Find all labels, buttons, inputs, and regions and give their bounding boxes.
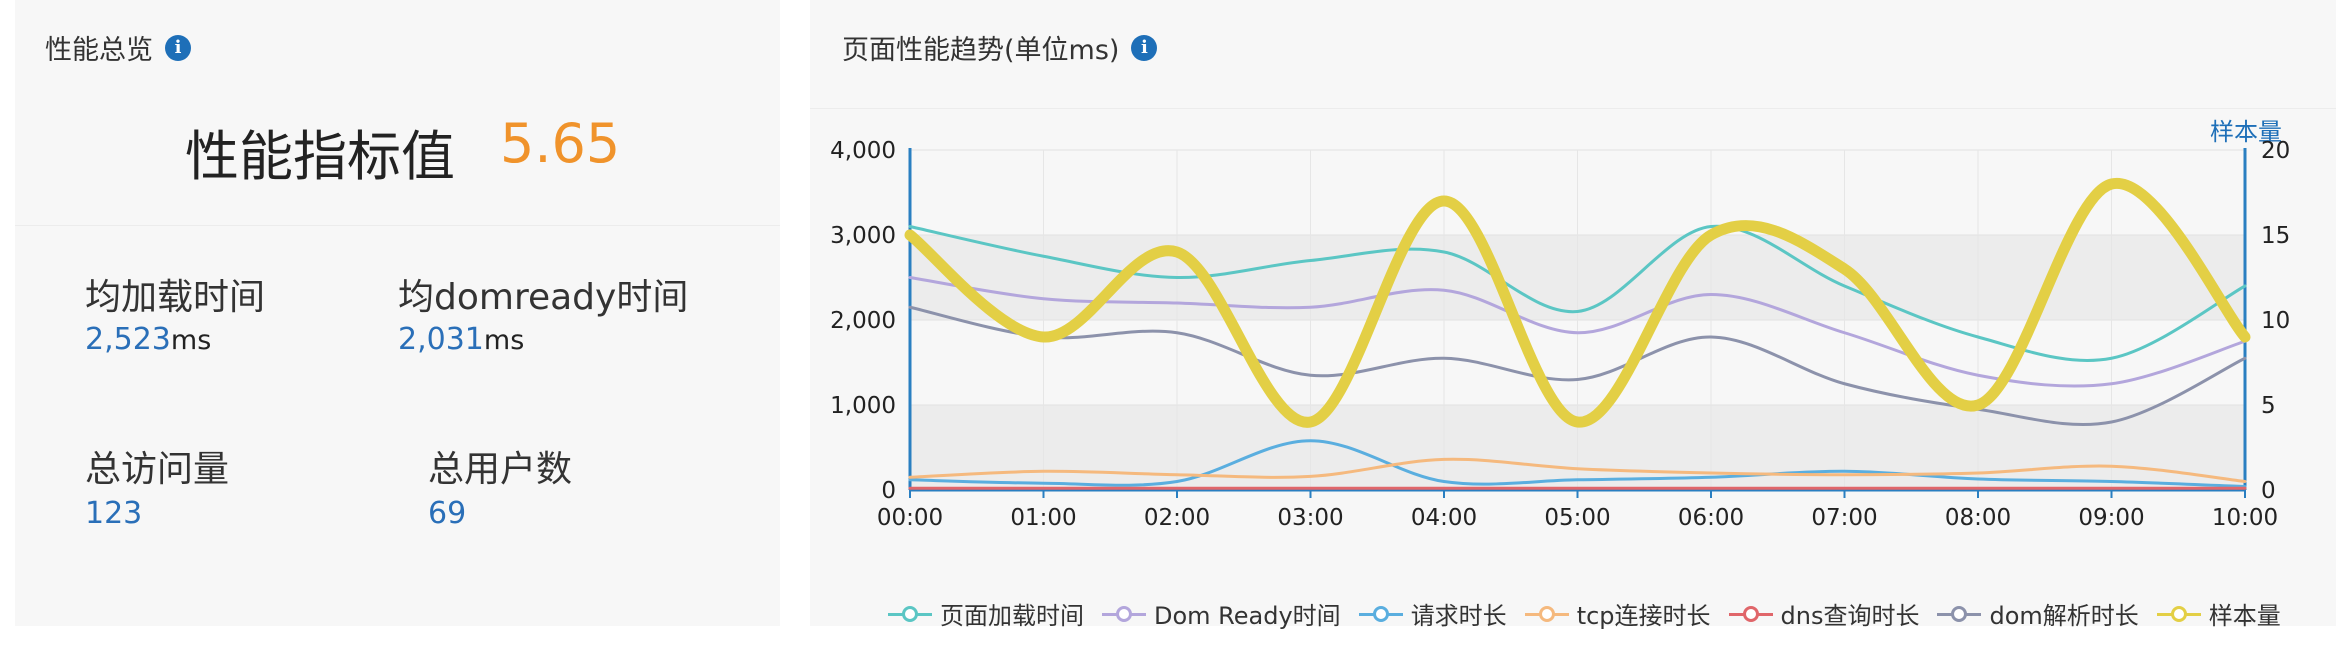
y-right-tick-label: 5: [2261, 393, 2276, 419]
trend-chart: 0 1,000 2,000 3,000 4,000 0 5 10 15 20 00:00 01:00 0…: [830, 138, 2290, 531]
y-left-tick-label: 3,000: [830, 223, 896, 249]
legend-marker-icon: [1728, 605, 1773, 622]
stat-unit: ms: [483, 325, 525, 356]
x-tick-label: 00:00: [877, 505, 943, 531]
series-line: [908, 276, 2247, 388]
metric-title: 性能指标值: [185, 125, 455, 188]
info-icon[interactable]: i: [1131, 34, 1158, 61]
divider: [810, 108, 2336, 109]
stat-unit: ms: [170, 325, 212, 356]
stat-number: 2,031: [398, 322, 484, 357]
divider: [15, 225, 780, 226]
legend-marker-icon: [1358, 605, 1403, 622]
series-line: [908, 439, 2247, 489]
series-line: [908, 305, 2247, 426]
x-tick-label: 08:00: [1945, 505, 2011, 531]
y-left-tick-label: 0: [881, 478, 896, 504]
trend-title: 页面性能趋势(单位ms): [842, 35, 1120, 66]
stat-value-avg-domready: 2,031ms: [398, 322, 524, 357]
legend-label: dom解析时长: [1989, 602, 2139, 630]
legend-item[interactable]: dns查询时长: [1728, 596, 1920, 631]
stat-value-total-users: 69: [428, 496, 467, 531]
overview-header: 性能总览 i: [45, 28, 191, 67]
legend-label: 页面加载时间: [940, 602, 1084, 630]
chart-legend: 页面加载时间 Dom Ready时间 请求时长 tcp连接时长 dns查询时长 dom解析…: [888, 596, 2281, 631]
legend-item[interactable]: Dom Ready时间: [1102, 596, 1341, 631]
legend-marker-icon: [1524, 605, 1569, 622]
trend-header: 页面性能趋势(单位ms) i: [842, 28, 1158, 67]
stat-label-avg-load: 均加载时间: [85, 277, 266, 318]
x-tick-label: 06:00: [1678, 505, 1744, 531]
x-tick-label: 07:00: [1811, 505, 1877, 531]
legend-label: Dom Ready时间: [1154, 602, 1341, 630]
info-icon[interactable]: i: [165, 34, 191, 61]
x-tick-label: 01:00: [1010, 505, 1076, 531]
y-right-tick-label: 15: [2261, 223, 2290, 249]
legend-marker-icon: [888, 605, 932, 622]
stat-number: 2,523: [85, 322, 171, 357]
legend-label: tcp连接时长: [1576, 602, 1711, 630]
y-left-tick-label: 4,000: [830, 138, 896, 164]
legend-label: 请求时长: [1410, 602, 1507, 630]
series-line: [908, 457, 2247, 483]
legend-item[interactable]: 请求时长: [1358, 596, 1507, 631]
legend-item[interactable]: 页面加载时间: [888, 596, 1084, 631]
series-line: [904, 178, 2251, 428]
overview-title: 性能总览: [45, 35, 153, 66]
legend-item[interactable]: tcp连接时长: [1524, 596, 1711, 631]
y-right-tick-label: 20: [2261, 138, 2290, 164]
y-right-tick-label: 0: [2261, 478, 2276, 504]
stat-label-avg-domready: 均domready时间: [398, 277, 689, 318]
y-left-tick-label: 2,000: [830, 308, 896, 334]
x-tick-label: 04:00: [1411, 505, 1477, 531]
legend-marker-icon: [1102, 605, 1146, 622]
y-left-tick-label: 1,000: [830, 393, 896, 419]
stat-label-total-users: 总用户数: [428, 449, 573, 490]
legend-label: dns查询时长: [1780, 602, 1920, 630]
legend-marker-icon: [2156, 605, 2201, 622]
stat-value-total-visits: 123: [85, 496, 143, 531]
performance-overview-panel: 性能总览 i 性能指标值 5.65 均加载时间 2,523ms 均domread…: [15, 0, 780, 626]
x-tick-label: 03:00: [1277, 505, 1343, 531]
right-axis-title: 样本量: [2210, 118, 2282, 146]
x-tick-label: 05:00: [1544, 505, 1610, 531]
x-tick-label: 10:00: [2212, 505, 2278, 531]
legend-item[interactable]: 样本量: [2156, 596, 2281, 631]
legend-marker-icon: [1937, 605, 1982, 622]
x-tick-label: 09:00: [2078, 505, 2144, 531]
legend-item[interactable]: dom解析时长: [1937, 596, 2139, 631]
x-tick-label: 02:00: [1144, 505, 1210, 531]
metric-value: 5.65: [500, 112, 621, 175]
legend-label: 样本量: [2208, 602, 2281, 630]
stat-value-avg-load: 2,523ms: [85, 322, 211, 357]
stat-label-total-visits: 总访问量: [85, 449, 230, 490]
y-right-tick-label: 10: [2261, 308, 2290, 334]
